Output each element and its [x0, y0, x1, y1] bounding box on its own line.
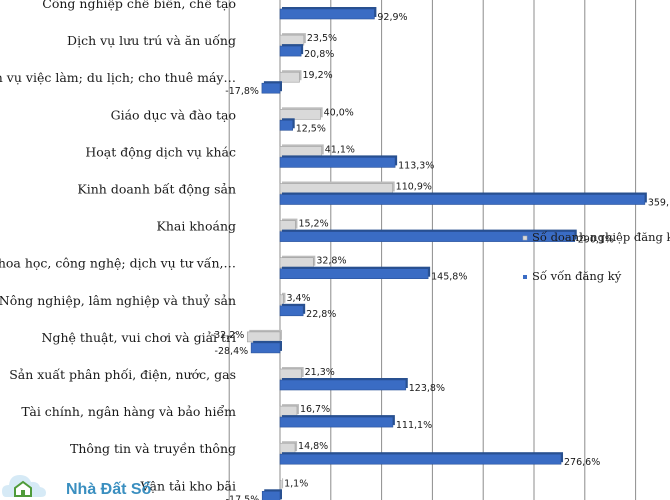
data-label: 92,9%	[377, 12, 407, 23]
category-label: Sản xuất phân phối, điện, nước, gas	[9, 367, 236, 382]
bar-doanh-nghiep	[246, 329, 282, 343]
legend: Số doanh nghiệp đăng ký Số vốn đăng ký	[522, 230, 670, 283]
bar-doanh-nghiep	[279, 181, 395, 194]
data-label: 113,3%	[398, 160, 434, 171]
legend-swatch-doanh-nghiep	[522, 235, 528, 241]
category-label: Khai khoáng	[157, 219, 236, 234]
bar-von	[279, 155, 398, 168]
bar-doanh-nghiep	[279, 367, 304, 380]
data-label: 21,3%	[305, 367, 335, 378]
bar-von	[279, 118, 295, 131]
data-label: 14,8%	[298, 441, 328, 452]
bar-doanh-nghiep	[279, 107, 323, 120]
bar-doanh-nghiep	[279, 33, 306, 46]
bar-von	[279, 192, 647, 205]
house-icon	[14, 480, 32, 497]
legend-swatch-von	[523, 275, 527, 279]
category-labels: Công nghiệp chế biến, chế tạo Dịch vụ lưu…	[0, 0, 237, 493]
bar-von	[279, 44, 304, 57]
bar-von	[250, 340, 282, 354]
bar-von	[279, 266, 431, 280]
data-label: -32,2%	[211, 330, 245, 341]
data-label: 15,2%	[298, 219, 328, 230]
data-label: 40,0%	[324, 107, 354, 118]
bar-von	[279, 452, 564, 465]
bar-doanh-nghiep	[279, 441, 298, 454]
legend-label-doanh-nghiep: Số doanh nghiệp đăng ký	[532, 230, 670, 244]
data-label: 276,6%	[564, 457, 600, 468]
category-label: Khoa học, công nghệ; dịch vụ tư vấn,…	[0, 256, 236, 271]
category-label: Hoạt động dịch vụ khác	[85, 144, 236, 159]
category-label: Tài chính, ngân hàng và bảo hiểm	[21, 404, 236, 419]
data-label: -17,8%	[225, 86, 259, 97]
category-label: Nông nghiệp, lâm nghiệp và thuỷ sản	[0, 293, 236, 308]
bar-von	[279, 415, 395, 428]
data-label: 23,5%	[307, 33, 337, 44]
data-label: 359,1%	[648, 198, 670, 209]
bar-doanh-nghiep	[279, 255, 316, 269]
data-label: 145,8%	[431, 272, 467, 283]
bar-von	[279, 229, 577, 242]
category-label: Nghệ thuật, vui chơi và giải trí	[42, 330, 237, 345]
category-label: Kinh doanh bất động sản	[77, 182, 236, 197]
bars	[246, 7, 647, 500]
bar-von	[279, 7, 377, 20]
data-label: -28,4%	[215, 346, 249, 357]
legend-label-von: Số vốn đăng ký	[532, 269, 622, 283]
category-label: Dịch vụ việc làm; du lịch; cho thuê máy…	[0, 70, 236, 85]
bar-doanh-nghiep	[279, 292, 286, 306]
data-label: 19,2%	[303, 70, 333, 81]
watermark-logo	[2, 475, 46, 497]
data-labels: 92,9% 23,5% 20,8% 19,2% -17,8% 40,0% 12,5% 41,1…	[211, 12, 670, 500]
category-label: Vận tải kho bãi	[139, 478, 236, 493]
bar-doanh-nghiep	[279, 218, 298, 231]
bar-doanh-nghiep	[279, 478, 284, 491]
data-label: 111,1%	[396, 420, 432, 431]
data-label: 22,8%	[306, 309, 336, 320]
data-label: 12,5%	[296, 123, 326, 134]
data-label: 123,8%	[409, 383, 445, 394]
bar-von	[261, 81, 282, 94]
data-label: 32,8%	[316, 256, 346, 267]
watermark-text: Nhà Đất Số	[66, 481, 152, 498]
bar-von	[279, 303, 306, 317]
data-label: 110,9%	[396, 182, 432, 193]
data-label: 1,1%	[284, 478, 308, 489]
category-label: Dịch vụ lưu trú và ăn uống	[67, 33, 236, 48]
bar-doanh-nghiep	[279, 404, 299, 417]
data-label: 20,8%	[304, 49, 334, 60]
bar-von	[279, 378, 408, 391]
category-label: Thông tin và truyền thông	[70, 441, 236, 456]
data-label: 16,7%	[300, 404, 330, 415]
data-label: 41,1%	[325, 144, 355, 155]
category-label: Giáo dục và đào tạo	[111, 107, 236, 122]
house-door-icon	[21, 490, 25, 496]
data-label: -17,5%	[226, 494, 260, 500]
bar-von	[261, 489, 282, 500]
data-label: 3,4%	[286, 293, 310, 304]
bar-doanh-nghiep	[279, 70, 302, 83]
bar-doanh-nghiep	[279, 144, 324, 157]
data-label: 290,1%	[578, 235, 614, 246]
category-label: Công nghiệp chế biến, chế tạo	[42, 0, 236, 11]
